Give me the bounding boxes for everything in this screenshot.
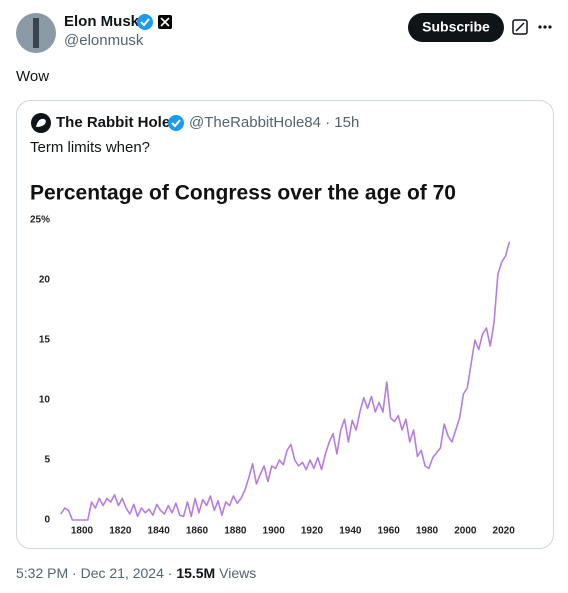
tweet-text: Wow bbox=[16, 68, 49, 85]
grok-icon[interactable] bbox=[512, 19, 528, 35]
views-label: Views bbox=[219, 565, 256, 581]
x-tick-label: 2000 bbox=[454, 526, 477, 537]
quote-text: Term limits when? bbox=[30, 139, 150, 156]
x-tick-label: 2020 bbox=[493, 526, 516, 537]
y-tick-label: 20 bbox=[39, 275, 51, 286]
author-name[interactable]: Elon Musk bbox=[64, 13, 140, 30]
y-tick-label: 15 bbox=[39, 335, 51, 346]
x-tick-label: 1820 bbox=[109, 526, 132, 537]
quote-name: The Rabbit Hole bbox=[56, 114, 170, 131]
x-tick-label: 1840 bbox=[148, 526, 171, 537]
avatar-figure bbox=[33, 18, 39, 48]
subscribe-button[interactable] bbox=[408, 13, 504, 42]
x-tick-label: 1920 bbox=[301, 526, 324, 537]
x-tick-label: 1980 bbox=[416, 526, 439, 537]
author-handle[interactable]: @elonmusk bbox=[64, 32, 144, 49]
data-line bbox=[60, 241, 511, 521]
views-count: 15.5M bbox=[176, 565, 215, 581]
chart-title: Percentage of Congress over the age of 7… bbox=[30, 182, 456, 205]
x-tick-label: 1900 bbox=[263, 526, 286, 537]
y-tick-label: 25% bbox=[30, 215, 50, 226]
verified-check bbox=[171, 119, 181, 128]
x-tick-label: 1960 bbox=[378, 526, 401, 537]
quote-meta: @TheRabbitHole84 · 15h bbox=[189, 114, 359, 131]
x-tick-label: 1860 bbox=[186, 526, 209, 537]
verified-check bbox=[140, 18, 150, 27]
more-icon[interactable] bbox=[538, 25, 552, 29]
subscribe-label[interactable]: Subscribe bbox=[422, 19, 490, 35]
x-tick-label: 1800 bbox=[71, 526, 94, 537]
rabbit-logo bbox=[36, 118, 46, 127]
y-tick-label: 0 bbox=[44, 515, 50, 526]
x-tick-label: 1880 bbox=[224, 526, 247, 537]
x-logo bbox=[160, 17, 170, 27]
x-tick-label: 1940 bbox=[339, 526, 362, 537]
y-tick-label: 5 bbox=[44, 455, 50, 466]
grok-icon-slash bbox=[515, 22, 525, 32]
chart: 0 5 10 15 20 25% 1800 1820 1840 1860 1880 1900 1920 1… bbox=[30, 215, 515, 537]
quote-card[interactable] bbox=[16, 100, 554, 549]
verified-badge bbox=[137, 14, 153, 30]
tweet-time: 5:32 PM · Dec 21, 2024 · 15.5M Views bbox=[16, 565, 256, 581]
timestamp: 5:32 PM · Dec 21, 2024 · bbox=[16, 565, 172, 581]
y-tick-label: 10 bbox=[39, 395, 51, 406]
verified-badge bbox=[168, 115, 184, 131]
